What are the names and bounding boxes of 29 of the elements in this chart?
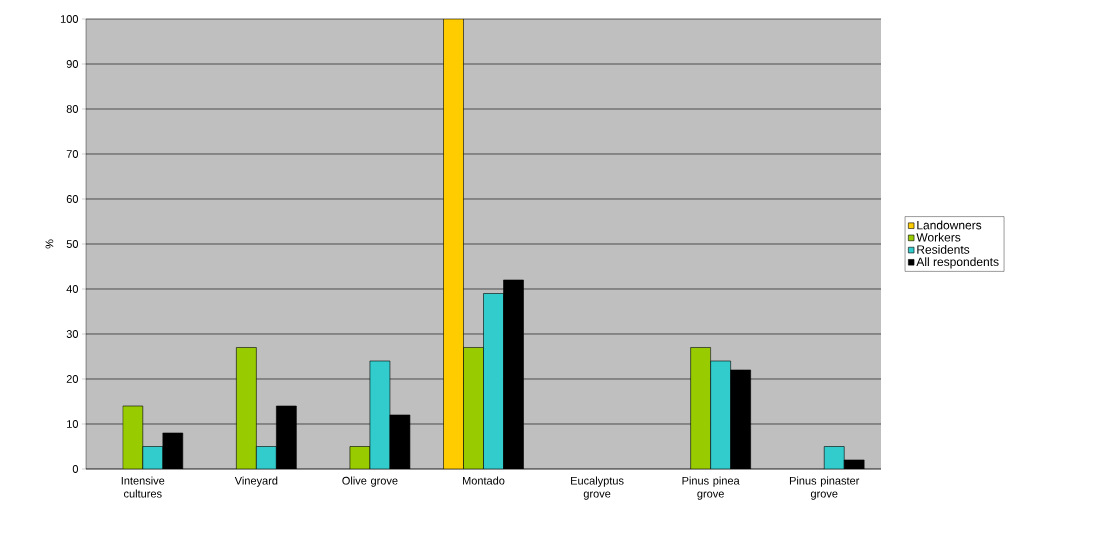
y-tick-label: 90 [66, 60, 79, 68]
y-axis-title: % [45, 239, 54, 249]
y-tick-label: 80 [66, 105, 79, 113]
y-tick-label: 100 [60, 15, 79, 23]
y-tick-label: 20 [66, 375, 79, 383]
legend-label: Workers [916, 232, 961, 242]
x-tick-label: Vineyard [234, 476, 278, 487]
bar [483, 293, 504, 469]
legend-label: Residents [917, 245, 970, 254]
y-tick-label: 0 [72, 465, 79, 473]
y-tick-label: 70 [66, 150, 79, 158]
bar [463, 347, 484, 469]
x-tick-label: Pinus pinaster grove [789, 476, 860, 500]
legend-label: All respondents [916, 257, 999, 269]
y-tick-label: 60 [66, 195, 79, 203]
x-tick-label: Pinus pinea grove [682, 476, 740, 500]
x-tick-label: Olive grove [342, 476, 398, 487]
x-tick-label: Eucalyptus grove [571, 476, 624, 500]
y-tick-label: 10 [67, 420, 79, 428]
y-tick-label: 30 [66, 330, 79, 338]
bar [690, 347, 711, 469]
bar [710, 360, 731, 469]
legend-label: Landowners [917, 220, 982, 230]
bar [236, 347, 257, 469]
y-tick-label: 40 [66, 285, 79, 293]
y-tick-label: 50 [66, 240, 79, 248]
bar [122, 405, 144, 469]
x-tick-label: Montado [463, 476, 505, 485]
x-tick-label: Intensive cultures [121, 476, 165, 498]
